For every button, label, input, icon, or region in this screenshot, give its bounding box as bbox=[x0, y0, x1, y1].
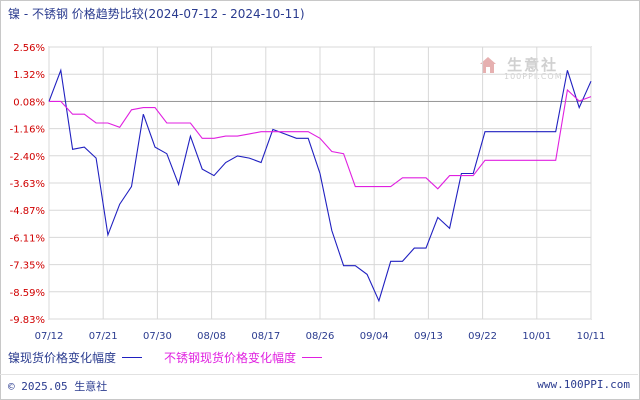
x-tick-label: 07/30 bbox=[143, 331, 172, 342]
legend: 镍现货价格变化幅度 不锈钢现货价格变化幅度 bbox=[8, 349, 344, 366]
y-tick-label: 1.32% bbox=[13, 70, 45, 81]
house-icon bbox=[480, 56, 496, 73]
series-line-2 bbox=[49, 88, 592, 190]
footer-copyright: © 2025.05 生意社 bbox=[8, 380, 108, 393]
x-tick-label: 08/26 bbox=[306, 331, 335, 342]
y-tick-label: -7.35% bbox=[10, 261, 45, 272]
y-tick-label: -1.16% bbox=[10, 125, 45, 136]
y-tick-label: -4.87% bbox=[10, 206, 45, 217]
y-tick-label: -2.40% bbox=[10, 152, 45, 163]
watermark-name: 生意社 bbox=[507, 56, 559, 74]
x-tick-label: 09/13 bbox=[414, 331, 443, 342]
legend-label: 不锈钢现货价格变化幅度 bbox=[164, 351, 297, 365]
legend-item-2: 不锈钢现货价格变化幅度 bbox=[164, 349, 328, 366]
y-tick-label: -6.11% bbox=[10, 233, 45, 244]
y-tick-label: -9.83% bbox=[10, 315, 45, 326]
y-tick-label: 2.56% bbox=[13, 43, 45, 54]
x-tick-label: 10/01 bbox=[522, 331, 551, 342]
legend-item-1: 镍现货价格变化幅度 bbox=[8, 349, 148, 366]
x-tick-label: 07/12 bbox=[35, 331, 64, 342]
y-tick-label: -8.59% bbox=[10, 288, 45, 299]
series-line-1 bbox=[48, 68, 592, 303]
y-tick-label: 0.08% bbox=[13, 97, 45, 108]
y-tick-label: -3.63% bbox=[10, 179, 45, 190]
x-tick-label: 09/22 bbox=[468, 331, 497, 342]
legend-label: 镍现货价格变化幅度 bbox=[8, 351, 117, 365]
footer-divider bbox=[0, 374, 638, 375]
legend-swatch bbox=[302, 357, 323, 358]
legend-swatch bbox=[122, 357, 143, 358]
watermark-url: 100PPI.COM bbox=[504, 72, 563, 81]
x-tick-label: 08/08 bbox=[197, 331, 226, 342]
watermark-logo: 生意社 100PPI.COM bbox=[478, 54, 578, 81]
footer-url: www.100PPI.com bbox=[537, 378, 630, 391]
x-tick-label: 09/04 bbox=[360, 331, 389, 342]
x-tick-label: 07/21 bbox=[89, 331, 118, 342]
chart-title: 镍 - 不锈钢 价格趋势比较(2024-07-12 - 2024-10-11) bbox=[8, 7, 305, 21]
x-tick-label: 10/11 bbox=[577, 331, 606, 342]
x-tick-label: 08/17 bbox=[251, 331, 280, 342]
